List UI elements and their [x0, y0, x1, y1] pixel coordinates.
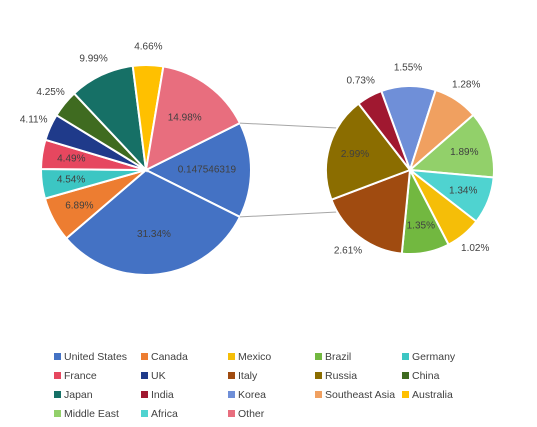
main-pie: [39, 64, 253, 276]
legend-label: France: [64, 370, 97, 382]
slice-secondary-sum[interactable]: [143, 121, 253, 219]
legend-label: Southeast Asia: [325, 389, 395, 401]
legend-swatch: [54, 391, 61, 398]
slice-india[interactable]: [357, 89, 411, 171]
legend-label: Brazil: [325, 351, 351, 363]
legend-label: Middle East: [64, 408, 119, 420]
legend-item-uk[interactable]: UK: [141, 370, 166, 382]
data-label-italy: 2.61%: [334, 246, 362, 257]
data-label-russia: 2.99%: [341, 149, 369, 160]
data-labels: 0.147546319 31.34% 6.89% 4.54% 4.49% 4.11% 4.2…: [20, 42, 490, 257]
data-label-southeast-asia: 1.28%: [452, 80, 480, 91]
slice-italy[interactable]: [330, 168, 412, 255]
legend-swatch: [228, 391, 235, 398]
legend-label: UK: [151, 370, 166, 382]
legend-item-mexico[interactable]: Mexico: [228, 351, 271, 363]
data-label-china: 4.25%: [36, 87, 64, 98]
legend-label: Australia: [412, 389, 453, 401]
data-label-africa: 1.34%: [449, 186, 477, 197]
data-label-japan: 9.99%: [79, 53, 107, 64]
connector-line-top: [239, 122, 338, 129]
legend-label: Africa: [151, 408, 178, 420]
legend-label: China: [412, 370, 440, 382]
data-label-uk: 4.11%: [20, 114, 48, 125]
data-label-france: 4.49%: [57, 153, 85, 164]
legend-item-russia[interactable]: Russia: [315, 370, 357, 382]
legend-label: Mexico: [238, 351, 271, 363]
legend-swatch: [141, 353, 148, 360]
legend-swatch: [141, 410, 148, 417]
legend-swatch: [228, 372, 235, 379]
legend-item-france[interactable]: France: [54, 370, 97, 382]
legend-item-africa[interactable]: Africa: [141, 408, 178, 420]
legend-item-germany[interactable]: Germany: [402, 351, 456, 363]
legend-swatch: [315, 391, 322, 398]
data-label-secondary-sum: 0.147546319: [178, 165, 237, 176]
data-label-mexico: 1.02%: [461, 243, 489, 254]
data-label-middle-east: 1.89%: [450, 147, 478, 158]
legend-item-italy[interactable]: Italy: [228, 370, 258, 382]
legend: United States Canada Mexico Brazil Germany Fr…: [54, 351, 456, 420]
legend-swatch: [402, 391, 409, 398]
legend-swatch: [228, 410, 235, 417]
slice-middle-east[interactable]: [407, 113, 495, 179]
legend-label: India: [151, 389, 174, 401]
legend-item-southeast-asia[interactable]: Southeast Asia: [315, 389, 395, 401]
legend-label: Italy: [238, 370, 258, 382]
legend-item-japan[interactable]: Japan: [54, 389, 93, 401]
legend-label: Russia: [325, 370, 357, 382]
legend-swatch: [54, 372, 61, 379]
legend-item-korea[interactable]: Korea: [228, 389, 266, 401]
legend-label: Canada: [151, 351, 188, 363]
legend-label: Korea: [238, 389, 266, 401]
legend-item-india[interactable]: India: [141, 389, 174, 401]
legend-swatch: [402, 372, 409, 379]
slice-russia[interactable]: [324, 102, 412, 202]
data-label-germany: 4.54%: [57, 175, 85, 186]
data-label-korea: 1.55%: [394, 63, 422, 74]
slice-united-states[interactable]: [64, 168, 242, 276]
legend-item-middle-east[interactable]: Middle East: [54, 408, 119, 420]
legend-item-china[interactable]: China: [402, 370, 440, 382]
connector-lines: [239, 122, 338, 218]
legend-label: Germany: [412, 351, 456, 363]
legend-item-australia[interactable]: Australia: [402, 389, 453, 401]
legend-swatch: [141, 372, 148, 379]
legend-label: Other: [238, 408, 265, 420]
legend-swatch: [54, 410, 61, 417]
data-label-india: 0.73%: [347, 75, 375, 86]
legend-item-brazil[interactable]: Brazil: [315, 351, 351, 363]
legend-label: United States: [64, 351, 127, 363]
data-label-brazil: 1.35%: [407, 221, 435, 232]
legend-swatch: [315, 353, 322, 360]
legend-swatch: [315, 372, 322, 379]
legend-swatch: [54, 353, 61, 360]
data-label-canada: 6.89%: [65, 200, 93, 211]
data-label-australia: 4.66%: [134, 42, 162, 53]
legend-swatch: [228, 353, 235, 360]
legend-swatch: [141, 391, 148, 398]
legend-item-other[interactable]: Other: [228, 408, 265, 420]
legend-item-canada[interactable]: Canada: [141, 351, 188, 363]
data-label-other: 14.98%: [168, 112, 202, 123]
legend-swatch: [402, 353, 409, 360]
data-label-united-states: 31.34%: [137, 229, 171, 240]
legend-item-united-states[interactable]: United States: [54, 351, 127, 363]
secondary-pie: [324, 85, 495, 255]
slice-other[interactable]: [144, 65, 242, 172]
legend-label: Japan: [64, 389, 93, 401]
connector-line-bottom: [239, 211, 338, 218]
